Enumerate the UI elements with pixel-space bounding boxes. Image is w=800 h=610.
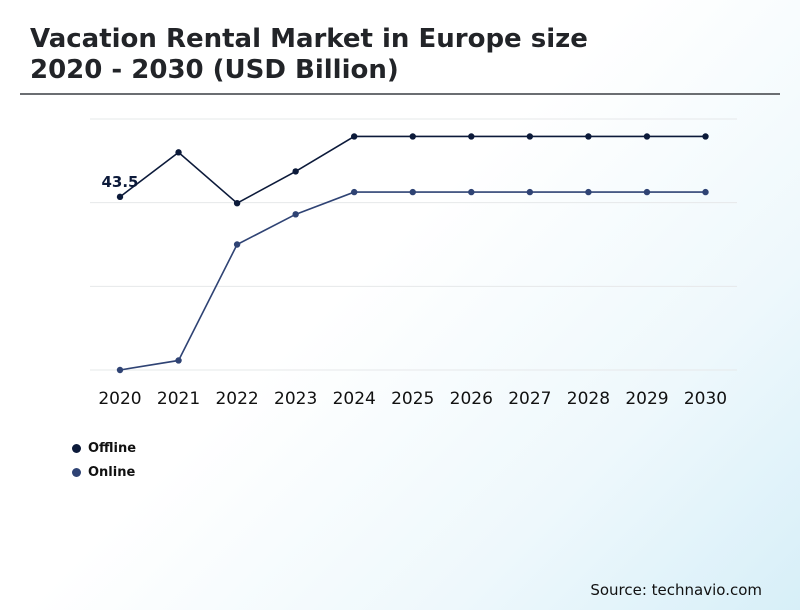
legend-item-offline: Offline — [72, 436, 136, 460]
data-point-online — [292, 211, 299, 218]
x-tick-label: 2024 — [333, 389, 376, 409]
legend-marker-online — [72, 467, 81, 477]
series-line-online — [119, 191, 706, 371]
x-tick-label: 2025 — [391, 389, 434, 409]
data-point-online — [702, 188, 709, 196]
legend-label-online: Online — [88, 464, 136, 480]
data-point-offline — [643, 133, 651, 140]
title-divider — [20, 93, 780, 95]
chart-title: Vacation Rental Market in Europe size 20… — [30, 24, 588, 86]
data-point-online — [526, 188, 534, 196]
data-label: 43.5 — [101, 173, 138, 191]
data-point-offline — [292, 168, 299, 175]
x-tick-label: 2028 — [567, 389, 610, 409]
x-tick-label: 2022 — [215, 389, 258, 409]
data-point-online — [585, 188, 592, 196]
data-point-offline — [233, 199, 241, 207]
chart-title-line-1: Vacation Rental Market in Europe size — [30, 24, 588, 54]
data-point-offline — [585, 133, 592, 140]
data-point-online — [116, 366, 124, 374]
x-tick-label: 2020 — [98, 389, 141, 409]
x-tick-label: 2029 — [625, 389, 668, 409]
legend-label-offline: Offline — [88, 440, 137, 456]
data-point-offline — [175, 149, 182, 156]
chart-title-line-2: 2020 - 2030 (USD Billion) — [30, 55, 399, 85]
data-point-online — [643, 188, 651, 196]
x-tick-label: 2023 — [274, 389, 317, 409]
data-point-online — [468, 188, 475, 196]
data-point-offline — [351, 133, 358, 140]
data-point-offline — [409, 133, 416, 140]
x-tick-label: 2030 — [684, 389, 727, 409]
legend-marker-offline — [72, 443, 81, 453]
data-point-online — [351, 188, 358, 196]
data-point-online — [175, 357, 182, 364]
x-tick-label: 2026 — [450, 389, 493, 409]
data-point-offline — [526, 133, 534, 140]
chart-legend: Offline Online — [72, 436, 136, 484]
source-note: Source: technavio.com — [590, 581, 762, 599]
x-tick-label: 2021 — [157, 389, 200, 409]
line-chart: 2020 2021 2022 2023 2024 2025 2026 2027 2028 2029… — [90, 118, 737, 409]
data-point-offline — [702, 133, 709, 140]
data-point-online — [233, 241, 241, 248]
legend-item-online: Online — [72, 460, 136, 484]
data-point-online — [409, 188, 416, 196]
data-point-offline — [468, 133, 475, 140]
x-tick-label: 2027 — [508, 389, 551, 409]
data-point-offline — [116, 193, 124, 201]
